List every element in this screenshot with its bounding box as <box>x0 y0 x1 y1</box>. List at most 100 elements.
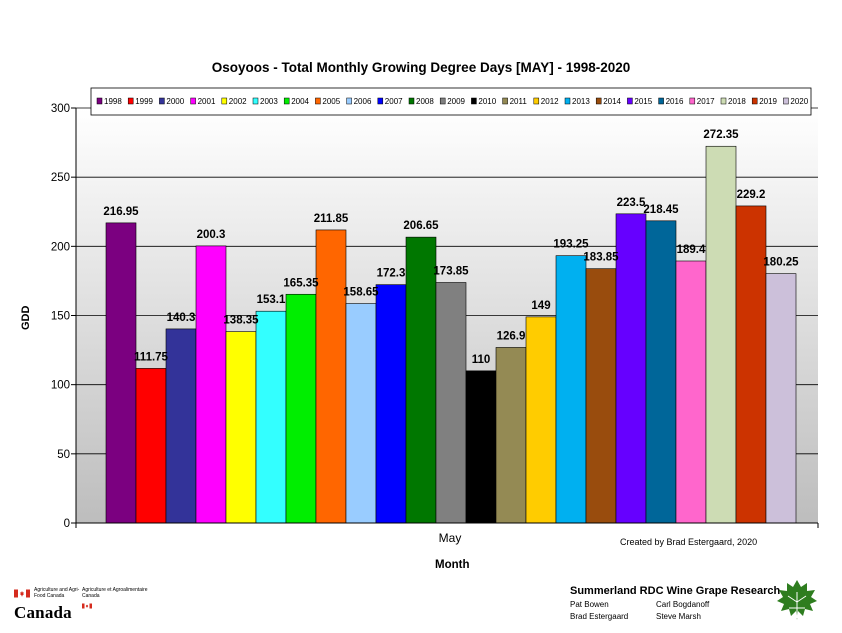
agency-name-fr: Agriculture et Agroalimentaire Canada <box>82 587 148 599</box>
data-label: 138.35 <box>223 315 259 327</box>
chart-title: Osoyoos - Total Monthly Growing Degree D… <box>211 60 631 75</box>
legend-swatch <box>658 97 664 105</box>
legend-swatch <box>471 97 477 105</box>
bar <box>225 331 257 524</box>
data-label: 189.4 <box>677 244 706 256</box>
legend-swatch <box>751 97 758 105</box>
legend-label: 2014 <box>603 97 621 106</box>
legend-swatch <box>377 97 384 105</box>
legend-swatch <box>564 97 571 105</box>
legend-swatch <box>627 97 633 105</box>
grape-leaf-icon <box>777 580 817 620</box>
research-title: Summerland RDC Wine Grape Research <box>570 585 781 597</box>
bar <box>675 260 707 524</box>
legend-swatch <box>221 97 228 105</box>
canada-wordmark: Canada <box>14 603 72 622</box>
data-label: 216.95 <box>103 206 139 218</box>
legend-swatch <box>720 97 727 105</box>
bar <box>135 368 167 524</box>
y-tick-label: 300 <box>51 103 70 115</box>
bar <box>645 220 677 524</box>
y-tick-label: 50 <box>57 449 70 461</box>
data-label: 218.45 <box>643 204 679 216</box>
data-label: 153.1 <box>257 294 286 306</box>
legend-label: 2004 <box>291 97 309 106</box>
bar <box>465 370 497 524</box>
legend-label: 1998 <box>104 97 122 106</box>
legend-label: 2003 <box>260 97 278 106</box>
y-tick-label: 200 <box>51 241 70 253</box>
data-label: 183.85 <box>583 252 619 264</box>
agency-name-en: Agriculture and Agri-Food Canada <box>34 587 80 599</box>
data-label: 206.65 <box>403 220 439 232</box>
legend-label: 2005 <box>322 97 340 106</box>
legend-swatch <box>252 97 259 105</box>
legend-label: 2015 <box>634 97 652 106</box>
bar <box>735 205 767 524</box>
data-label: 111.75 <box>134 351 169 363</box>
bar <box>165 328 197 524</box>
legend-swatch <box>439 97 446 105</box>
legend-label: 2009 <box>447 97 465 106</box>
data-label: 229.2 <box>737 189 766 201</box>
researcher-name: Carl Bogdanoff <box>656 600 710 609</box>
bar <box>105 222 137 524</box>
legend-swatch <box>502 97 508 105</box>
data-label: 110 <box>472 354 491 366</box>
legend-label: 2011 <box>510 97 528 106</box>
bar <box>765 273 797 524</box>
y-tick-label: 250 <box>51 172 70 184</box>
legend-label: 2000 <box>166 97 184 106</box>
x-tick-label: May <box>439 531 462 545</box>
legend-swatch <box>408 97 415 105</box>
legend-swatch <box>533 97 540 105</box>
legend-swatch <box>689 97 696 105</box>
data-label: 193.25 <box>553 239 589 251</box>
researcher-name: Steve Marsh <box>656 612 701 621</box>
legend-swatch <box>127 97 134 105</box>
legend-label: 2006 <box>354 97 372 106</box>
researcher-name: Brad Estergaard <box>570 612 629 621</box>
data-label: 223.5 <box>617 197 646 209</box>
data-label: 158.65 <box>343 287 379 299</box>
legend-swatch <box>315 97 321 105</box>
bar <box>375 284 407 524</box>
bar <box>525 316 557 524</box>
bar <box>195 245 227 524</box>
data-label: 172.3 <box>377 268 406 280</box>
y-tick-label: 0 <box>64 518 70 530</box>
aafc-signature: Agriculture and Agri-Food Canada Agricul… <box>14 587 174 627</box>
data-label: 140.3 <box>167 312 196 324</box>
legend-label: 2008 <box>416 97 434 106</box>
bar <box>285 293 317 524</box>
legend-label: 2018 <box>728 97 746 106</box>
bar <box>315 229 347 524</box>
bar <box>345 303 377 524</box>
research-signature: Summerland RDC Wine Grape Research Pat B… <box>570 580 840 633</box>
bar <box>555 255 587 524</box>
data-label: 149 <box>531 300 550 312</box>
researcher-name: Pat Bowen <box>570 600 609 609</box>
canada-flag-icon <box>14 589 30 598</box>
data-label: 126.9 <box>497 330 526 342</box>
legend-label: 2010 <box>478 97 496 106</box>
bar <box>255 310 287 524</box>
y-tick-label: 100 <box>51 380 70 392</box>
legend-label: 2012 <box>541 97 559 106</box>
legend-swatch <box>595 97 602 105</box>
legend-swatch <box>283 97 290 105</box>
bar <box>435 282 467 524</box>
data-label: 180.25 <box>763 257 799 269</box>
data-label: 165.35 <box>283 277 319 289</box>
legend-swatch <box>346 97 352 105</box>
legend-label: 1999 <box>135 97 153 106</box>
bar <box>585 268 617 524</box>
data-label: 272.35 <box>703 129 739 141</box>
wordmark-flag-icon <box>82 603 92 609</box>
legend-label: 2013 <box>572 97 590 106</box>
x-axis-label: Month <box>435 559 470 571</box>
legend-swatch <box>190 97 196 105</box>
bar-chart: 216.95 111.75 140.3 200.3 138.35 153.1 165.35 2… <box>51 87 819 545</box>
y-tick-label: 150 <box>51 311 70 323</box>
legend-swatch <box>783 97 789 105</box>
